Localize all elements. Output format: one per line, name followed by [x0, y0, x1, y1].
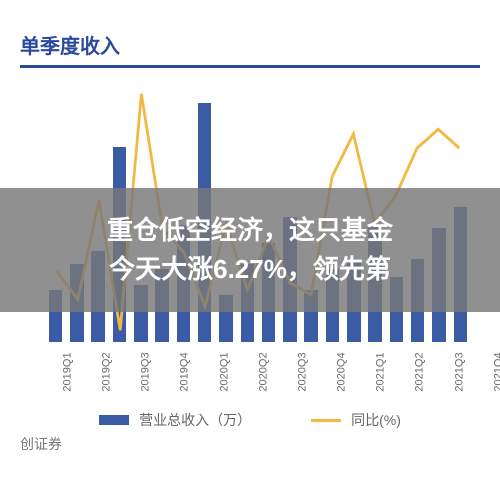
chart-title: 单季度收入 — [20, 30, 480, 59]
legend-line: 同比(%) — [311, 410, 401, 430]
legend-bar-swatch — [99, 415, 129, 425]
legend-line-swatch — [311, 419, 341, 422]
title-underline — [20, 65, 480, 68]
legend-bar: 营业总收入（万） — [99, 410, 251, 430]
x-axis-labels: 2019Q12019Q22019Q32019Q42020Q12020Q22020… — [46, 342, 470, 402]
legend-bar-label: 营业总收入（万） — [139, 410, 251, 430]
footer-source: 创证券 — [20, 434, 480, 454]
legend-line-label: 同比(%) — [351, 410, 401, 430]
overlay-line2: 今天大涨6.27%，领先第 — [109, 250, 391, 289]
overlay-headline: 重仓低空经济，这只基金 今天大涨6.27%，领先第 — [0, 188, 500, 312]
x-tick-label: 2021Q4 — [492, 352, 500, 391]
legend: 营业总收入（万） 同比(%) — [20, 410, 480, 430]
overlay-line1: 重仓低空经济，这只基金 — [107, 211, 393, 250]
